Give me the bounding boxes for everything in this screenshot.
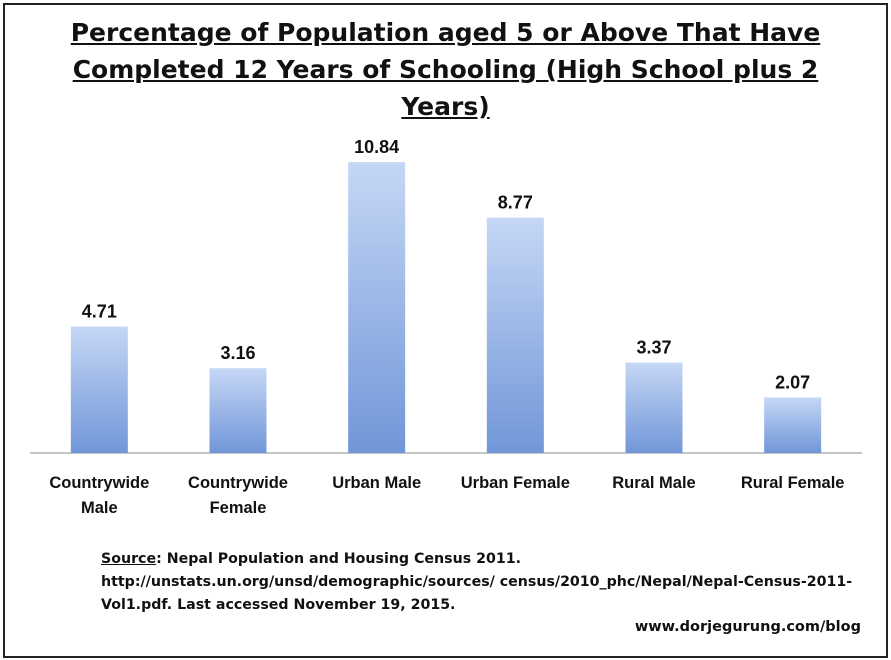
blog-credit: www.dorjegurung.com/blog xyxy=(634,619,861,635)
data-label-5: 2.07 xyxy=(775,372,810,392)
chart-title: Percentage of Population aged 5 or Above… xyxy=(0,14,891,125)
source-label: Source xyxy=(101,551,157,567)
bar-3 xyxy=(486,217,544,453)
category-label-0: Countrywide Male xyxy=(49,474,149,517)
data-label-0: 4.71 xyxy=(82,302,117,322)
chart-title-line-1: Percentage of Population aged 5 or Above… xyxy=(70,18,821,47)
chart-frame xyxy=(3,3,888,658)
category-label-3: Urban Female xyxy=(461,474,570,492)
bar-1 xyxy=(209,368,267,453)
category-label-2: Urban Male xyxy=(332,474,421,492)
bar-5 xyxy=(764,397,822,453)
bar-4 xyxy=(625,362,683,453)
category-label-5: Rural Female xyxy=(741,474,845,492)
data-label-2: 10.84 xyxy=(354,137,399,157)
bar-2 xyxy=(348,162,406,454)
data-label-4: 3.37 xyxy=(636,338,671,358)
bar-0 xyxy=(70,326,128,453)
source-text: : Nepal Population and Housing Census 20… xyxy=(101,551,853,613)
category-label-1: Countrywide Female xyxy=(188,474,288,517)
data-label-3: 8.77 xyxy=(498,193,533,213)
source-note: Source: Nepal Population and Housing Cen… xyxy=(101,548,861,617)
data-label-1: 3.16 xyxy=(220,343,255,363)
category-label-4: Rural Male xyxy=(612,474,695,492)
chart-title-line-2: Completed 12 Years of Schooling (High Sc… xyxy=(72,55,819,84)
chart-title-line-3: Years) xyxy=(401,92,490,121)
